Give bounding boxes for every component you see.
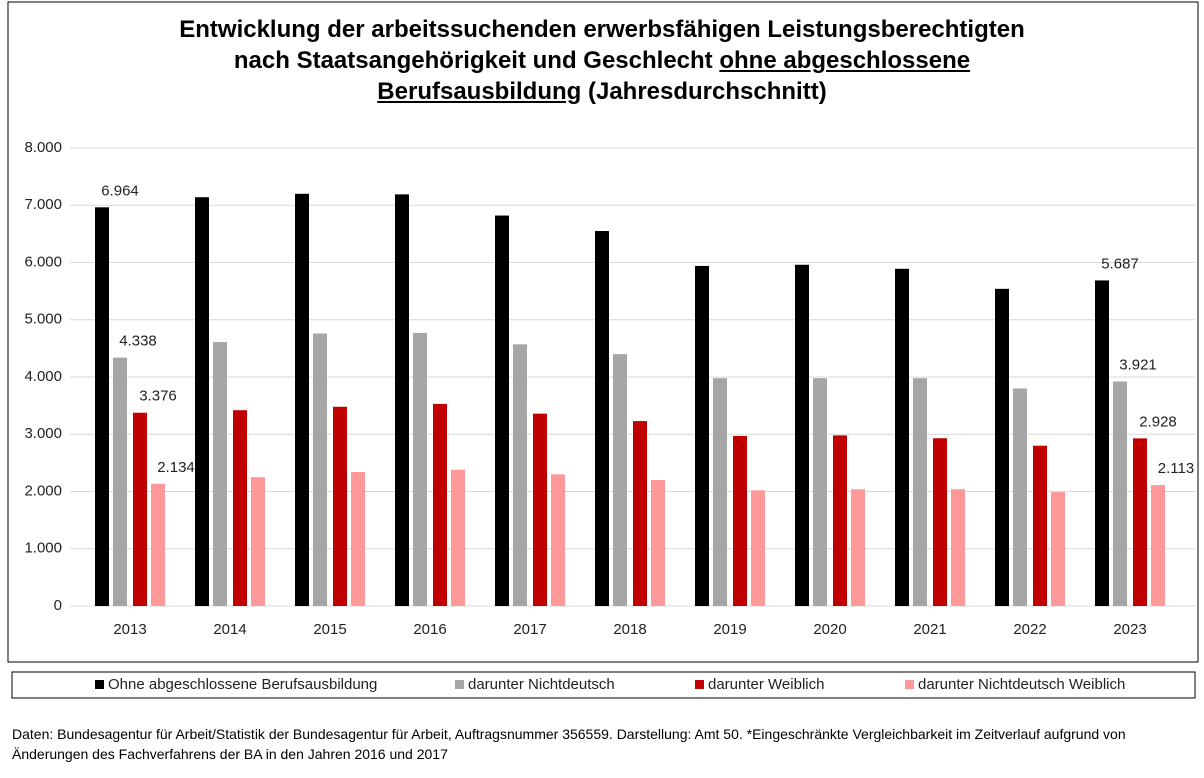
bar <box>733 435 747 606</box>
bar <box>395 194 409 606</box>
bar <box>413 332 427 606</box>
y-tick-label: 1.000 <box>24 540 62 557</box>
bar <box>133 412 147 606</box>
legend-label: darunter Nichtdeutsch <box>468 676 615 693</box>
data-label: 6.964 <box>101 182 139 199</box>
bar <box>151 483 165 606</box>
y-tick-label: 0 <box>54 597 62 614</box>
bar <box>1151 485 1165 606</box>
data-label: 3.921 <box>1119 356 1157 373</box>
bar <box>1133 438 1147 606</box>
bar <box>1095 280 1109 606</box>
bar <box>895 268 909 606</box>
bar <box>651 480 665 606</box>
bar <box>613 354 627 606</box>
legend-swatch <box>695 680 704 689</box>
bar <box>933 438 947 606</box>
title-line: nach Staatsangehörigkeit und Geschlecht … <box>0 45 1204 76</box>
x-tick-label: 2023 <box>1113 621 1146 638</box>
y-tick-label: 4.000 <box>24 368 62 385</box>
bar <box>251 477 265 606</box>
bar <box>351 472 365 606</box>
bar <box>913 378 927 606</box>
chart-border <box>7 1 1199 663</box>
y-tick-label: 3.000 <box>24 425 62 442</box>
bar <box>995 288 1009 606</box>
bar <box>433 403 447 606</box>
bar <box>533 413 547 606</box>
y-tick-label: 6.000 <box>24 253 62 270</box>
legend-label: darunter Weiblich <box>708 676 824 693</box>
bar <box>1051 492 1065 606</box>
label-bg <box>154 457 198 478</box>
x-tick-label: 2016 <box>413 621 446 638</box>
bar <box>295 193 309 607</box>
y-tick-label: 7.000 <box>24 196 62 213</box>
title-part: Berufsausbildung <box>377 78 582 105</box>
bar <box>751 490 765 606</box>
bar <box>195 197 209 607</box>
data-label: 2.928 <box>1139 413 1177 430</box>
legend-label: darunter Nichtdeutsch Weiblich <box>918 676 1125 693</box>
legend-border <box>11 671 1196 699</box>
x-tick-label: 2019 <box>713 621 746 638</box>
bar <box>551 474 565 606</box>
bar <box>1013 388 1027 606</box>
bar <box>1033 445 1047 606</box>
title-part: (Jahresdurchschnitt) <box>581 78 827 105</box>
bar <box>633 421 647 606</box>
title-line: Berufsausbildung (Jahresdurchschnitt) <box>0 76 1204 107</box>
y-tick-label: 8.000 <box>24 139 62 156</box>
bar <box>851 489 865 606</box>
bar <box>95 207 109 606</box>
bar <box>813 378 827 606</box>
bar <box>595 231 609 606</box>
legend-label: Ohne abgeschlossene Berufsausbildung <box>108 676 377 693</box>
title-part: nach Staatsangehörigkeit und Geschlecht <box>233 47 720 74</box>
bar <box>495 215 509 606</box>
bar <box>333 406 347 606</box>
title-line: Entwicklung der arbeitssuchenden erwerbs… <box>0 14 1204 45</box>
title-part: ohne abgeschlossene <box>719 47 971 74</box>
x-tick-label: 2014 <box>213 621 246 638</box>
bar <box>313 333 327 606</box>
bar <box>1113 381 1127 606</box>
legend-swatch <box>905 680 914 689</box>
bar <box>213 342 227 606</box>
bar <box>513 344 527 606</box>
bar <box>833 435 847 606</box>
x-tick-label: 2015 <box>313 621 346 638</box>
y-tick-label: 5.000 <box>24 311 62 328</box>
bar <box>795 264 809 606</box>
data-label: 2.134 <box>157 459 195 476</box>
bar <box>951 489 965 606</box>
legend-swatch <box>95 680 104 689</box>
data-label: 2.113 <box>1158 460 1194 477</box>
bar <box>233 410 247 606</box>
y-tick-label: 2.000 <box>24 482 62 499</box>
bar <box>451 469 465 606</box>
data-label: 5.687 <box>1101 255 1139 272</box>
x-tick-label: 2013 <box>113 621 146 638</box>
x-tick-label: 2020 <box>813 621 846 638</box>
title-part: Entwicklung der arbeitssuchenden erwerbs… <box>179 16 1025 43</box>
bar <box>113 357 127 606</box>
bar <box>713 378 727 606</box>
bar <box>695 265 709 606</box>
data-label: 3.376 <box>139 388 177 405</box>
source-note: Daten: Bundesagentur für Arbeit/Statisti… <box>12 726 1126 762</box>
x-tick-label: 2021 <box>913 621 946 638</box>
chart-title: Entwicklung der arbeitssuchenden erwerbs… <box>0 14 1204 107</box>
x-tick-label: 2017 <box>513 621 546 638</box>
x-tick-label: 2022 <box>1013 621 1046 638</box>
data-label: 4.338 <box>119 333 157 350</box>
legend-swatch <box>455 680 464 689</box>
x-tick-label: 2018 <box>613 621 646 638</box>
